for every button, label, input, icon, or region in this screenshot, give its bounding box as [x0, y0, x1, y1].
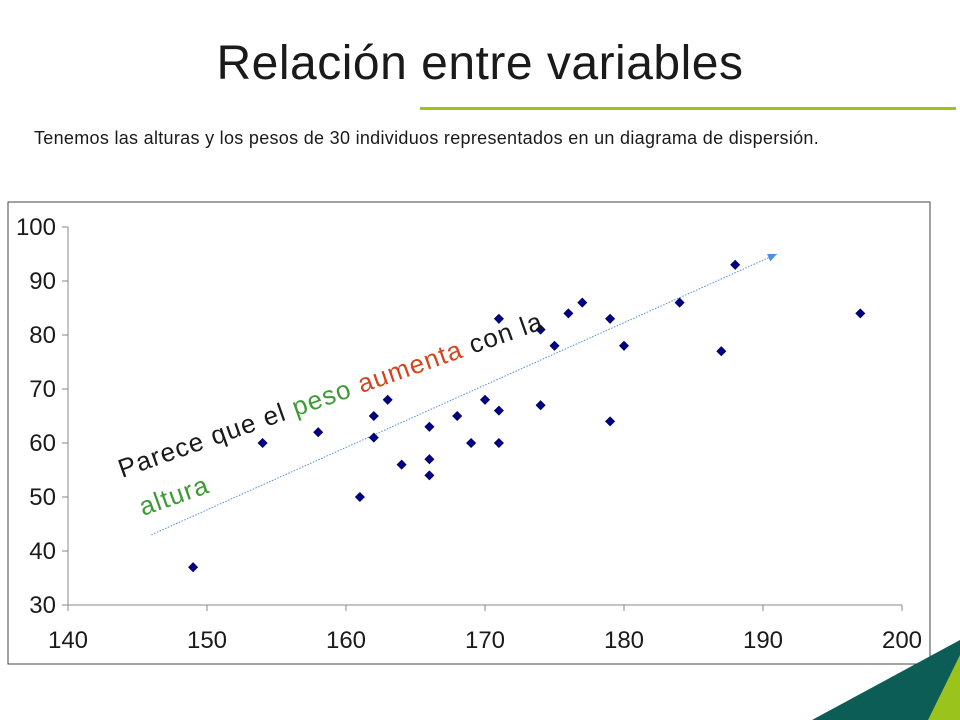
- data-point: [466, 437, 477, 449]
- data-point: [605, 313, 616, 324]
- data-point: [493, 437, 504, 449]
- y-tick-label: 40: [29, 538, 56, 565]
- chart-ticks: 140 150 160 170 180 190 200 100 90 80 70 60 50 40 30: [16, 214, 922, 654]
- x-tick-label: 150: [187, 627, 227, 654]
- data-point: [313, 427, 324, 438]
- data-point: [479, 394, 491, 405]
- trend-arrowhead: [767, 254, 777, 262]
- chart-points: [188, 259, 866, 573]
- data-point: [368, 410, 379, 422]
- y-tick-label: 70: [29, 376, 56, 403]
- y-tick-label: 80: [29, 322, 56, 349]
- data-point: [855, 308, 866, 319]
- data-point: [577, 297, 588, 308]
- intro-text: Tenemos las alturas y los pesos de 30 in…: [34, 128, 820, 148]
- data-point: [354, 491, 365, 503]
- x-tick-label: 190: [743, 627, 783, 654]
- y-tick-label: 50: [29, 484, 56, 511]
- x-tick-label: 160: [326, 627, 366, 654]
- y-tick-label: 30: [29, 592, 56, 619]
- data-point: [730, 259, 741, 270]
- data-point: [424, 421, 435, 432]
- data-point: [674, 297, 685, 308]
- x-tick-label: 170: [465, 627, 505, 654]
- data-point: [368, 432, 379, 443]
- data-point: [716, 346, 727, 357]
- data-point: [452, 410, 463, 422]
- page-title: Relación entre variables: [216, 37, 744, 90]
- data-point: [257, 437, 268, 449]
- trend-line: [151, 253, 778, 536]
- data-point: [563, 308, 574, 319]
- x-tick-label: 140: [48, 627, 88, 654]
- chart-frame: [7, 201, 931, 665]
- data-point: [493, 313, 504, 324]
- x-tick-label: 200: [882, 627, 922, 654]
- data-point: [605, 416, 616, 427]
- corner-shape-dark: [812, 640, 960, 720]
- y-tick-label: 100: [16, 214, 56, 241]
- y-tick-label: 90: [29, 268, 56, 295]
- data-point: [424, 470, 435, 481]
- data-point: [424, 454, 435, 465]
- data-point: [535, 324, 546, 335]
- data-point: [396, 459, 407, 470]
- title-underline: [420, 107, 956, 110]
- data-point: [618, 340, 630, 351]
- data-point: [493, 405, 504, 416]
- corner-shape-light: [928, 655, 960, 720]
- y-tick-label: 60: [29, 430, 56, 457]
- data-point: [188, 562, 199, 573]
- data-point: [549, 340, 560, 351]
- trend-arrow: [151, 253, 778, 536]
- x-tick-label: 180: [604, 627, 644, 654]
- data-point: [535, 400, 546, 411]
- data-point: [382, 394, 393, 405]
